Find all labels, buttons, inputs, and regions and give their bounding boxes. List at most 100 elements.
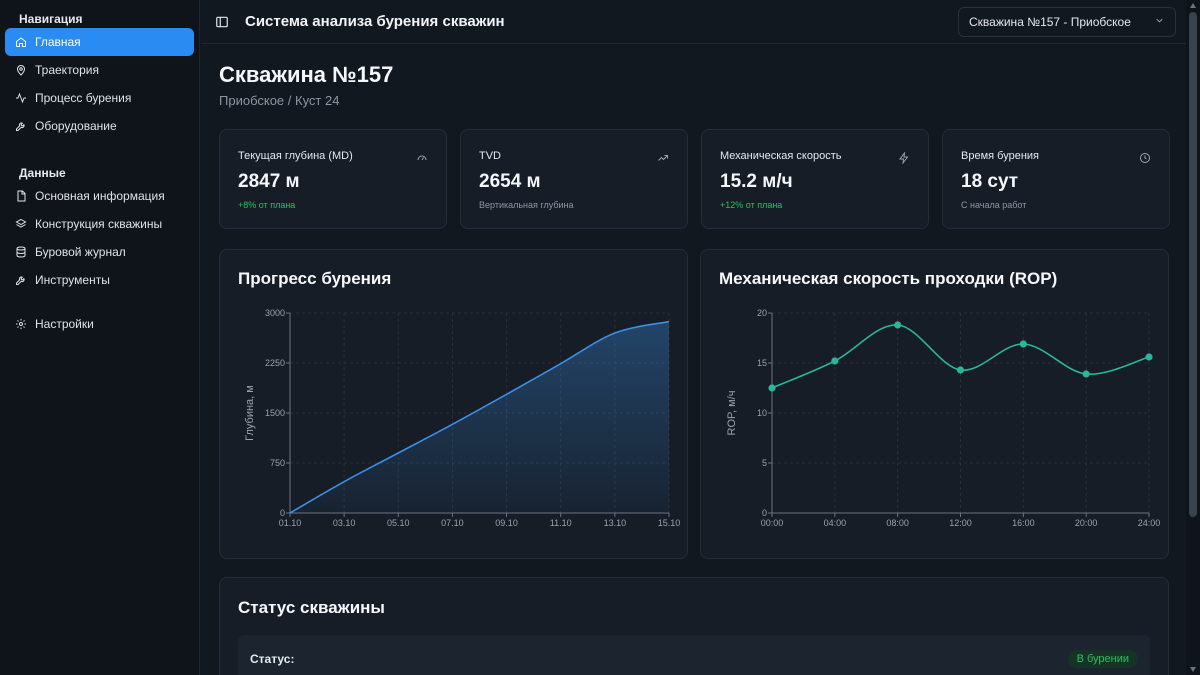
stat-note: +12% от плана (720, 200, 783, 210)
top-bar: Система анализа бурения скважин Скважина… (201, 0, 1186, 44)
activity-icon (15, 92, 27, 104)
gauge-icon (416, 151, 428, 163)
scrollbar-thumb[interactable] (1189, 12, 1197, 517)
stats-row: Текущая глубина (MD) 2847 м +8% от плана… (219, 129, 1170, 229)
stat-label: Механическая скорость (720, 150, 842, 162)
y-tick-label: 3000 (265, 308, 285, 318)
well-select[interactable]: Скважина №157 - Приобское (958, 7, 1176, 37)
data-point (1082, 370, 1090, 378)
file-icon (15, 190, 27, 202)
breadcrumb: Приобское / Куст 24 (219, 93, 340, 108)
scrollbar[interactable] (1186, 0, 1200, 675)
y-tick-label: 0 (762, 508, 767, 518)
y-axis-title: Глубина, м (244, 385, 256, 441)
x-tick-label: 20:00 (1075, 518, 1098, 528)
sidebar: Навигация Главная Траектория Процесс бур… (0, 0, 200, 675)
app-title: Система анализа бурения скважин (245, 13, 505, 30)
sidebar-item-label: Процесс бурения (35, 91, 132, 105)
data-point (768, 384, 776, 392)
layers-icon (15, 218, 27, 230)
page-title: Скважина №157 (219, 62, 394, 87)
sidebar-toggle-icon[interactable] (215, 15, 229, 29)
stat-card-md: Текущая глубина (MD) 2847 м +8% от плана (219, 129, 447, 229)
wrench-icon (15, 120, 27, 132)
wrench-icon (15, 274, 27, 286)
x-tick-label: 04:00 (824, 518, 847, 528)
series-line (289, 320, 670, 514)
y-tick-label: 0 (280, 508, 285, 518)
x-tick-label: 09.10 (495, 518, 518, 528)
sidebar-item-trajectory[interactable]: Траектория (5, 56, 194, 84)
scroll-down-arrow-icon[interactable] (1190, 667, 1196, 672)
status-card: Статус скважины Статус: В бурении (219, 577, 1169, 675)
x-tick-label: 15.10 (658, 518, 681, 528)
sidebar-item-label: Основная информация (35, 189, 165, 203)
x-tick-label: 03.10 (333, 518, 356, 528)
stat-note: Вертикальная глубина (479, 200, 574, 210)
home-icon (15, 36, 27, 48)
sidebar-item-equipment[interactable]: Оборудование (5, 112, 194, 140)
sidebar-item-label: Траектория (35, 63, 99, 77)
x-tick-label: 07.10 (441, 518, 464, 528)
sidebar-item-label: Конструкция скважины (35, 217, 163, 231)
scroll-up-arrow-icon[interactable] (1190, 3, 1196, 8)
sidebar-item-basic-info[interactable]: Основная информация (5, 182, 194, 210)
status-label: Статус: (250, 652, 295, 666)
stat-card-drilling-time: Время бурения 18 сут С начала работ (942, 129, 1170, 229)
data-point (894, 321, 902, 329)
sidebar-item-label: Оборудование (35, 119, 117, 133)
sidebar-item-home[interactable]: Главная (5, 28, 194, 56)
y-tick-label: 20 (757, 308, 767, 318)
data-point (1019, 340, 1027, 348)
chart-title: Прогресс бурения (238, 269, 392, 288)
stat-value: 15.2 м/ч (720, 171, 793, 192)
content: Скважина №157 Приобское / Куст 24 Текуща… (219, 62, 1170, 675)
y-tick-label: 1500 (265, 408, 285, 418)
sidebar-item-label: Главная (35, 35, 81, 49)
y-tick-label: 750 (270, 458, 285, 468)
chevron-down-icon (1154, 15, 1165, 29)
stat-value: 18 сут (961, 171, 1019, 192)
y-tick-label: 2250 (265, 358, 285, 368)
x-tick-label: 11.10 (550, 518, 572, 528)
x-tick-label: 00:00 (761, 518, 784, 528)
chart-title: Механическая скорость проходки (ROP) (719, 269, 1058, 288)
sidebar-item-tools[interactable]: Инструменты (5, 266, 194, 294)
x-tick-label: 05.10 (387, 518, 410, 528)
sidebar-item-drilling-process[interactable]: Процесс бурения (5, 84, 194, 112)
status-title: Статус скважины (238, 598, 385, 617)
stat-note: С начала работ (961, 200, 1027, 210)
stat-label: TVD (479, 150, 501, 162)
zap-icon (898, 151, 910, 165)
data-point (831, 357, 839, 365)
x-tick-label: 12:00 (949, 518, 972, 528)
x-tick-label: 24:00 (1138, 518, 1161, 528)
stat-card-tvd: TVD 2654 м Вертикальная глубина (460, 129, 688, 229)
map-pin-icon (15, 64, 27, 76)
x-tick-label: 16:00 (1012, 518, 1035, 528)
y-tick-label: 5 (762, 458, 767, 468)
data-group-label: Данные (19, 166, 66, 180)
stat-label: Текущая глубина (MD) (238, 150, 353, 162)
well-select-value: Скважина №157 - Приобское (969, 15, 1131, 29)
y-tick-label: 10 (757, 408, 767, 418)
sidebar-item-drilling-log[interactable]: Буровой журнал (5, 238, 194, 266)
data-point (1145, 353, 1153, 361)
depth-chart-card: Прогресс бурения 0 750 1500 2250 3000 01.10 03… (219, 249, 688, 559)
stat-card-rop: Механическая скорость 15.2 м/ч +12% от п… (701, 129, 929, 229)
depth-chart: 0 750 1500 2250 3000 01.10 03.10 05.10 07.10 09.1… (244, 308, 681, 528)
x-tick-label: 01.10 (279, 518, 302, 528)
area-fill (290, 321, 669, 513)
x-tick-label: 08:00 (886, 518, 909, 528)
sidebar-item-settings[interactable]: Настройки (5, 310, 194, 338)
sidebar-item-well-design[interactable]: Конструкция скважины (5, 210, 194, 238)
main-area: Система анализа бурения скважин Скважина… (201, 0, 1186, 675)
stat-value: 2654 м (479, 171, 541, 192)
database-icon (15, 246, 27, 258)
rop-chart: 0 5 10 15 20 00:00 04:00 08:00 12:00 16:00 20:00 24… (726, 308, 1161, 528)
stat-label: Время бурения (961, 150, 1039, 162)
y-axis-title: ROP, м/ч (726, 391, 738, 436)
x-tick-label: 13.10 (604, 518, 627, 528)
sidebar-item-label: Инструменты (35, 273, 110, 287)
clock-icon (1139, 151, 1151, 163)
